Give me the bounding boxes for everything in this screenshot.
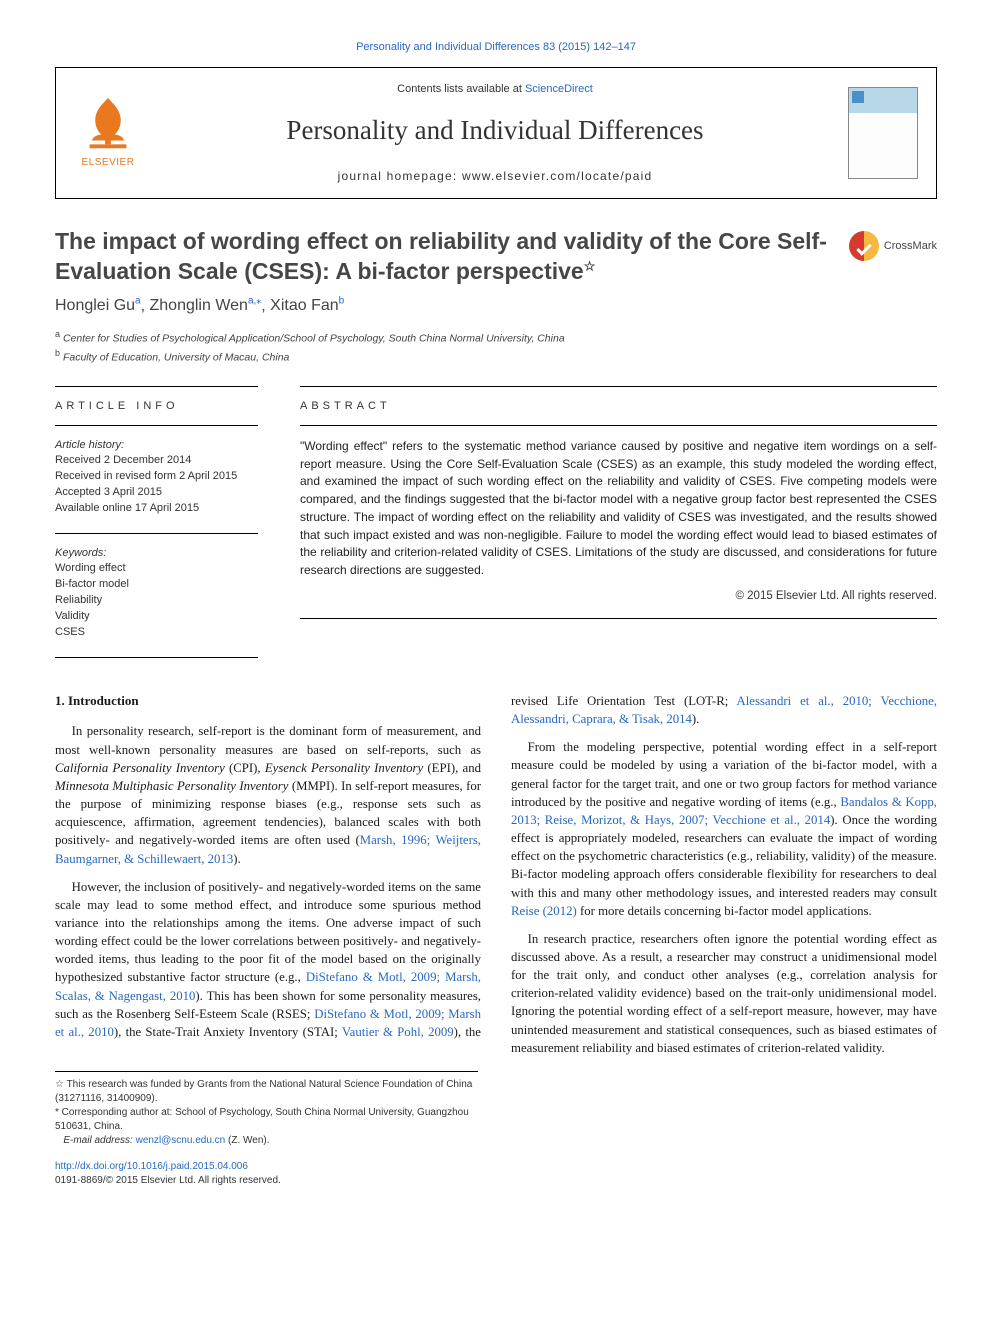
title-footnote-marker[interactable]: ☆ xyxy=(584,259,596,274)
keywords-label: Keywords: xyxy=(55,546,258,561)
history-2: Received in revised form 2 April 2015 xyxy=(55,469,258,485)
crossmark-badge[interactable]: CrossMark xyxy=(849,231,937,261)
keyword-1: Wording effect xyxy=(55,561,258,577)
ref-link[interactable]: Vautier & Pohl, 2009 xyxy=(342,1025,454,1039)
keyword-3: Reliability xyxy=(55,593,258,609)
crossmark-icon xyxy=(849,231,879,261)
paragraph-1: In personality research, self-report is … xyxy=(55,722,481,867)
citation-text: Personality and Individual Differences 8… xyxy=(356,41,636,53)
journal-header: ELSEVIER Contents lists available at Sci… xyxy=(55,67,937,199)
corresponding-footnote: * Corresponding author at: School of Psy… xyxy=(55,1106,478,1134)
doi-link[interactable]: http://dx.doi.org/10.1016/j.paid.2015.04… xyxy=(55,1161,248,1172)
footnotes: ☆ This research was funded by Grants fro… xyxy=(55,1071,478,1148)
issn-line: 0191-8869/© 2015 Elsevier Ltd. All right… xyxy=(55,1175,281,1186)
doi-block: http://dx.doi.org/10.1016/j.paid.2015.04… xyxy=(55,1160,937,1188)
elsevier-label: ELSEVIER xyxy=(82,156,135,170)
affiliations: a Center for Studies of Psychological Ap… xyxy=(55,328,937,367)
header-center: Contents lists available at ScienceDirec… xyxy=(142,82,848,184)
abstract-text: "Wording effect" refers to the systemati… xyxy=(300,438,937,580)
history-4: Available online 17 April 2015 xyxy=(55,501,258,517)
elsevier-logo[interactable]: ELSEVIER xyxy=(74,96,142,170)
article-title: The impact of wording effect on reliabil… xyxy=(55,227,835,287)
homepage-prefix: journal homepage: xyxy=(338,169,462,183)
paragraph-4: In research practice, researchers often … xyxy=(511,930,937,1057)
history-3: Accepted 3 April 2015 xyxy=(55,485,258,501)
email-link[interactable]: wenzl@scnu.edu.cn xyxy=(136,1135,226,1146)
journal-homepage: journal homepage: www.elsevier.com/locat… xyxy=(142,168,848,185)
ref-link[interactable]: Reise (2012) xyxy=(511,904,577,918)
email-footnote: E-mail address: wenzl@scnu.edu.cn (Z. We… xyxy=(55,1134,478,1148)
affiliation-a: a Center for Studies of Psychological Ap… xyxy=(55,328,937,347)
author-3[interactable]: Xitao Fanb xyxy=(270,297,344,314)
title-text: The impact of wording effect on reliabil… xyxy=(55,228,827,284)
corresponding-marker[interactable]: ⁎ xyxy=(256,296,261,307)
history-label: Article history: xyxy=(55,438,258,453)
contents-prefix: Contents lists available at xyxy=(397,83,525,95)
keyword-4: Validity xyxy=(55,609,258,625)
funding-footnote: ☆ This research was funded by Grants fro… xyxy=(55,1078,478,1106)
affiliation-b: b Faculty of Education, University of Ma… xyxy=(55,347,937,366)
contents-line: Contents lists available at ScienceDirec… xyxy=(142,82,848,97)
author-1[interactable]: Honglei Gua xyxy=(55,297,141,314)
citation-line[interactable]: Personality and Individual Differences 8… xyxy=(55,40,937,55)
crossmark-label: CrossMark xyxy=(884,239,937,254)
journal-name: Personality and Individual Differences xyxy=(142,112,848,150)
sciencedirect-link[interactable]: ScienceDirect xyxy=(525,83,593,95)
keyword-5: CSES xyxy=(55,625,258,641)
elsevier-tree-icon xyxy=(82,96,134,154)
article-body: 1. Introduction In personality research,… xyxy=(55,692,937,1057)
homepage-url[interactable]: www.elsevier.com/locate/paid xyxy=(462,169,652,183)
abstract-copyright: © 2015 Elsevier Ltd. All rights reserved… xyxy=(300,588,937,604)
paragraph-3: From the modeling perspective, potential… xyxy=(511,738,937,920)
keyword-2: Bi-factor model xyxy=(55,577,258,593)
authors-line: Honglei Gua, Zhonglin Wena,⁎, Xitao Fanb xyxy=(55,295,937,318)
author-2[interactable]: Zhonglin Wena,⁎ xyxy=(150,297,262,314)
abstract-column: abstract "Wording effect" refers to the … xyxy=(280,386,937,658)
abstract-heading: abstract xyxy=(300,399,937,414)
article-info-heading: article info xyxy=(55,399,258,414)
journal-cover-thumbnail[interactable] xyxy=(848,87,918,179)
section-1-heading: 1. Introduction xyxy=(55,692,481,710)
history-1: Received 2 December 2014 xyxy=(55,453,258,469)
article-info-column: article info Article history: Received 2… xyxy=(55,386,280,658)
